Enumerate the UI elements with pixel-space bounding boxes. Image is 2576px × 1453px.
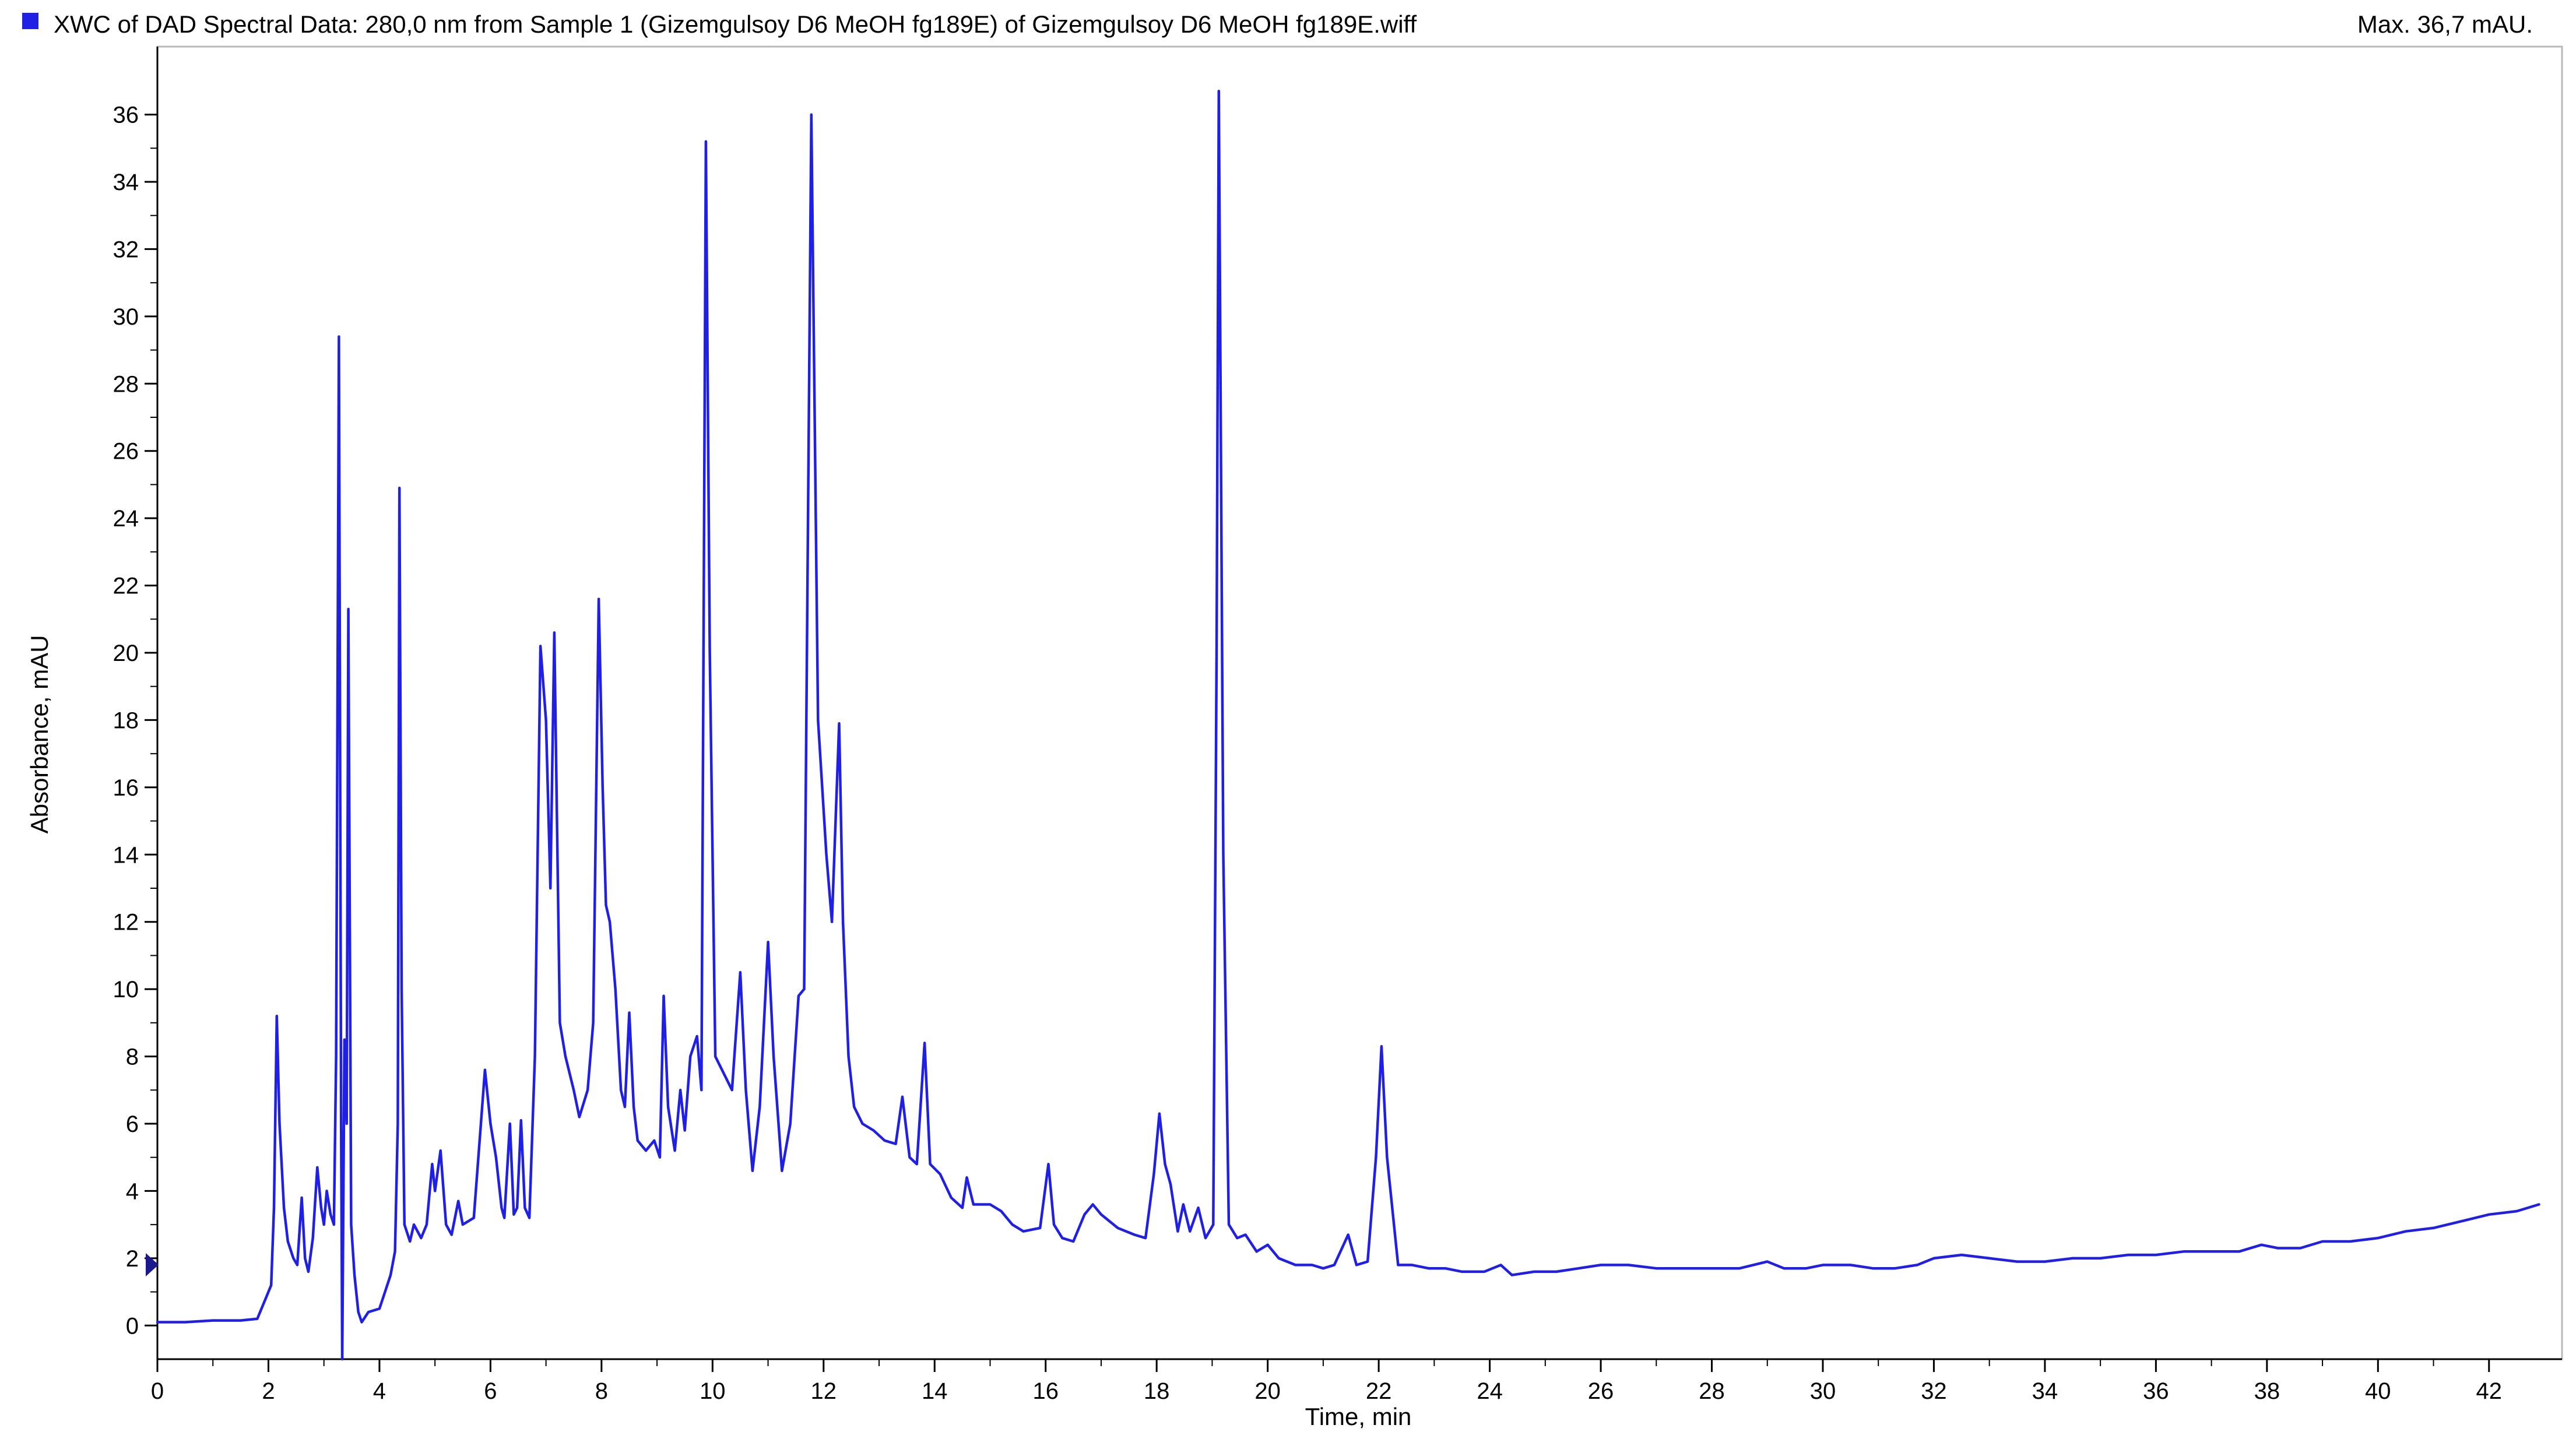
x-tick-label: 4	[373, 1378, 386, 1404]
y-tick-label: 24	[113, 506, 139, 532]
x-tick-label: 6	[484, 1378, 497, 1404]
x-tick-label: 10	[700, 1378, 726, 1404]
x-tick-label: 22	[1366, 1378, 1392, 1404]
y-tick-label: 34	[113, 170, 139, 195]
chart-title: XWC of DAD Spectral Data: 280,0 nm from …	[54, 10, 1417, 38]
y-tick-label: 4	[126, 1178, 139, 1204]
absorbance-series-line	[156, 89, 2540, 1361]
baseline-marker-icon	[146, 1253, 159, 1276]
x-tick-label: 28	[1699, 1378, 1725, 1404]
x-tick-label: 24	[1477, 1378, 1503, 1404]
x-tick-label: 2	[262, 1378, 275, 1404]
y-tick-label: 22	[113, 574, 139, 599]
y-tick-label: 2	[126, 1246, 139, 1272]
y-tick-label: 26	[113, 439, 139, 465]
y-tick-label: 8	[126, 1044, 139, 1070]
y-axis-title: Absorbance, mAU	[26, 635, 53, 834]
y-tick-label: 18	[113, 708, 139, 733]
y-tick-label: 20	[113, 641, 139, 666]
x-tick-label: 20	[1254, 1378, 1281, 1404]
y-tick-label: 10	[113, 977, 139, 1002]
x-tick-label: 14	[922, 1378, 948, 1404]
x-tick-label: 26	[1588, 1378, 1614, 1404]
x-tick-label: 0	[151, 1378, 164, 1404]
y-tick-label: 0	[126, 1313, 139, 1339]
x-tick-label: 16	[1032, 1378, 1059, 1404]
x-tick-label: 30	[1810, 1378, 1836, 1404]
x-axis-title: Time, min	[1305, 1403, 1412, 1430]
y-tick-label: 16	[113, 775, 139, 801]
max-absorbance-label: Max. 36,7 mAU.	[2357, 10, 2533, 38]
x-tick-label: 38	[2254, 1378, 2280, 1404]
y-tick-label: 36	[113, 103, 139, 128]
x-tick-label: 18	[1144, 1378, 1170, 1404]
x-tick-label: 34	[2032, 1378, 2058, 1404]
y-tick-label: 6	[126, 1111, 139, 1137]
y-tick-label: 30	[113, 304, 139, 330]
x-tick-label: 32	[1921, 1378, 1947, 1404]
x-tick-label: 8	[595, 1378, 608, 1404]
x-tick-label: 36	[2143, 1378, 2169, 1404]
y-tick-label: 12	[113, 910, 139, 935]
y-tick-label: 28	[113, 371, 139, 397]
y-tick-label: 14	[113, 842, 139, 868]
x-tick-label: 42	[2476, 1378, 2503, 1404]
x-tick-label: 40	[2365, 1378, 2391, 1404]
series-color-marker	[22, 13, 38, 29]
y-tick-label: 32	[113, 237, 139, 262]
x-tick-label: 12	[811, 1378, 837, 1404]
x-axis-ticks: 0 2 4 6 8 10 12 14 16 18 20 22 24 26 28 30 32 34 36 38 40 42	[151, 1359, 2502, 1404]
